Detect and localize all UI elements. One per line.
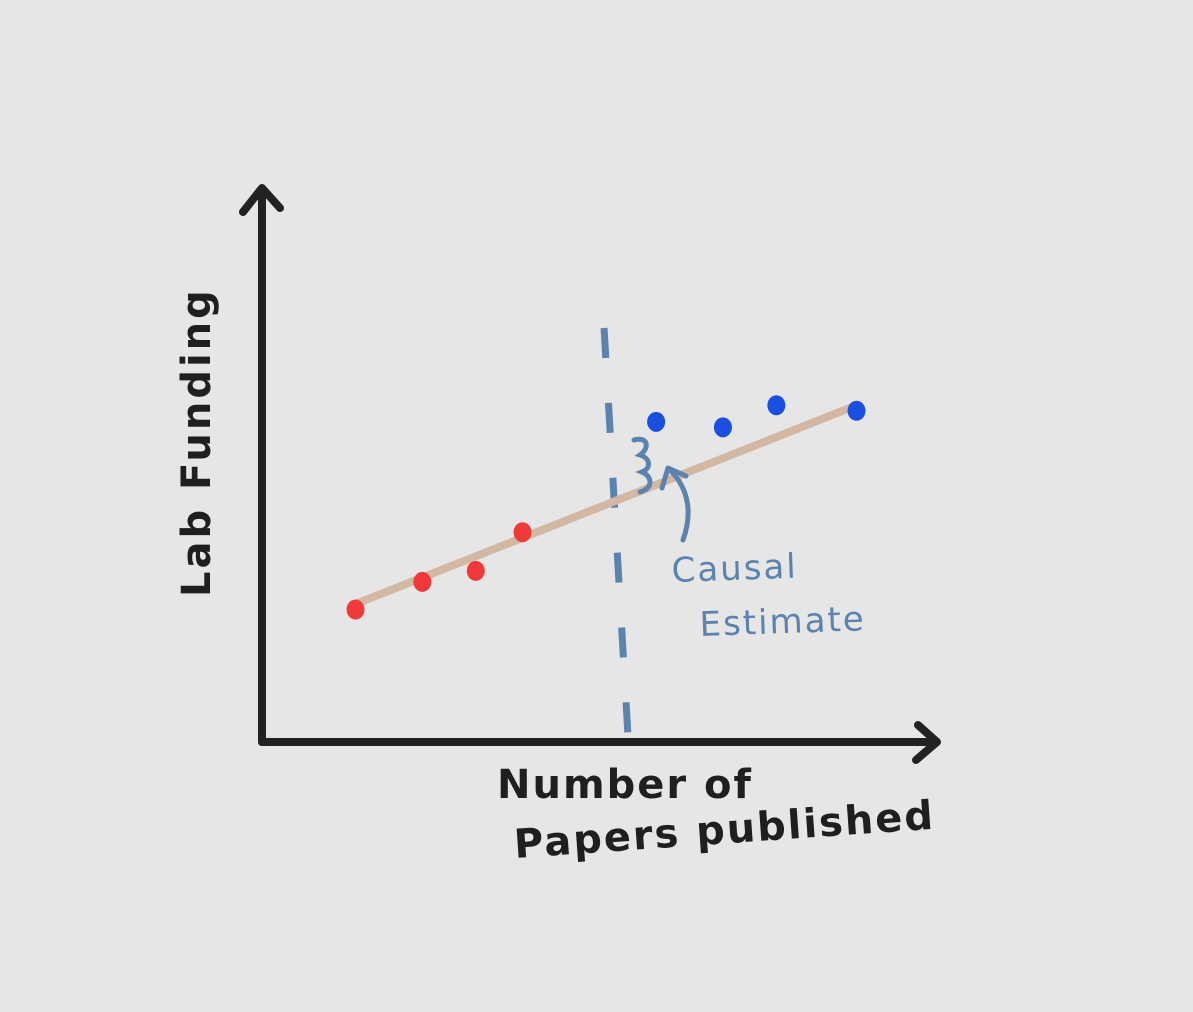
brace-icon bbox=[631, 436, 653, 495]
data-points bbox=[346, 395, 866, 620]
y-axis-label: Lab Funding bbox=[174, 287, 220, 597]
axes bbox=[239, 184, 941, 764]
x-axis-arrowhead bbox=[912, 721, 941, 764]
annotation-line2: Estimate bbox=[699, 599, 866, 645]
data-point-series1-0 bbox=[647, 411, 666, 432]
data-point-series1-2 bbox=[767, 395, 786, 416]
annotation-line1: Causal bbox=[671, 547, 798, 591]
data-point-series0-3 bbox=[513, 522, 532, 543]
data-point-series0-0 bbox=[346, 599, 365, 620]
data-point-series1-3 bbox=[847, 400, 866, 421]
curved-arrow-icon bbox=[667, 467, 691, 543]
data-point-series0-1 bbox=[413, 571, 432, 592]
fit-line bbox=[351, 401, 861, 608]
threshold-line bbox=[600, 327, 632, 737]
arrowhead-icon bbox=[659, 465, 689, 491]
y-axis-arrowhead bbox=[239, 184, 284, 216]
x-axis-label-line1: Number of bbox=[497, 762, 753, 808]
data-point-series1-1 bbox=[713, 417, 732, 438]
causal-estimate-marker bbox=[631, 436, 691, 543]
data-point-series0-2 bbox=[466, 560, 485, 581]
